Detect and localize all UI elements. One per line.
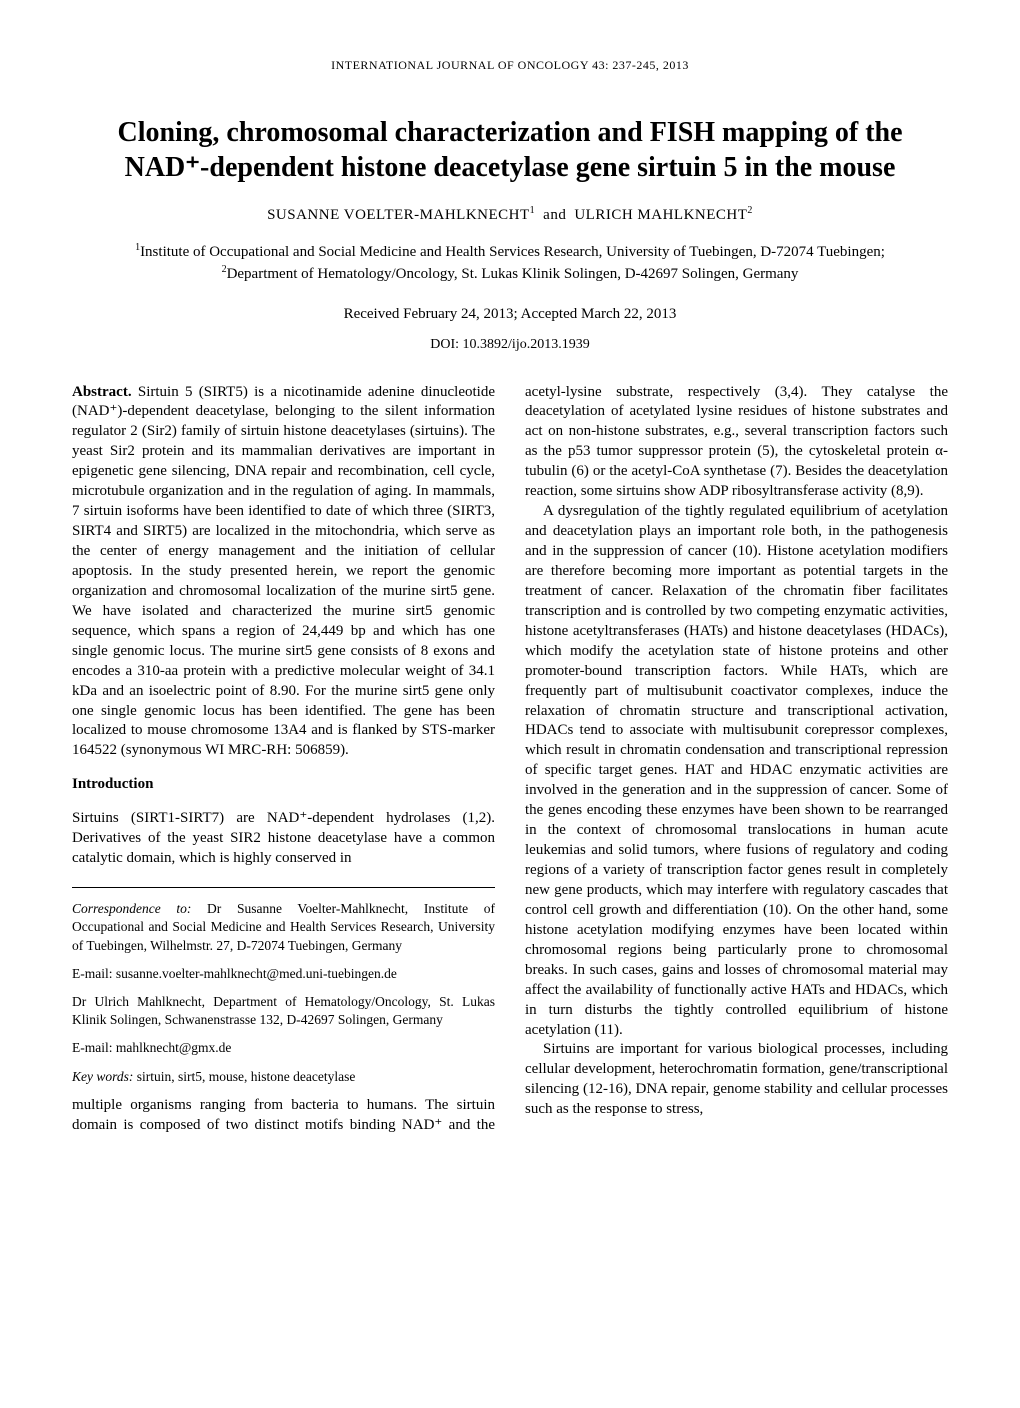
title-line-1: Cloning, chromosomal characterization an… — [117, 117, 902, 148]
article-title: Cloning, chromosomal characterization an… — [72, 115, 948, 185]
correspondence-2-email: E-mail: mahlknecht@gmx.de — [72, 1039, 495, 1057]
introduction-heading: Introduction — [72, 775, 495, 795]
correspondence-1-email: E-mail: susanne.voelter-mahlknecht@med.u… — [72, 965, 495, 983]
intro-paragraph-1: Sirtuins (SIRT1-SIRT7) are NAD⁺-dependen… — [72, 809, 495, 869]
body-paragraph-2: A dysregulation of the tightly regulated… — [525, 502, 948, 1040]
keywords-label: Key words: — [72, 1069, 133, 1084]
doi: DOI: 10.3892/ijo.2013.1939 — [72, 337, 948, 353]
authors: SUSANNE VOELTER-MAHLKNECHT1 and ULRICH M… — [72, 207, 948, 224]
correspondence-block: Correspondence to: Dr Susanne Voelter-Ma… — [72, 887, 495, 1086]
title-line-2: NAD⁺-dependent histone deacetylase gene … — [125, 152, 896, 183]
keywords: Key words: sirtuin, sirt5, mouse, histon… — [72, 1068, 495, 1086]
body-paragraph-3: Sirtuins are important for various biolo… — [525, 1040, 948, 1120]
affiliations: 1Institute of Occupational and Social Me… — [72, 242, 948, 286]
keywords-body: sirtuin, sirt5, mouse, histone deacetyla… — [133, 1069, 355, 1084]
correspondence-2: Dr Ulrich Mahlknecht, Department of Hema… — [72, 993, 495, 1029]
abstract-label: Abstract. — [72, 384, 132, 400]
received-dates: Received February 24, 2013; Accepted Mar… — [72, 306, 948, 323]
correspondence-label: Correspondence to: — [72, 901, 191, 916]
abstract-text: Sirtuin 5 (SIRT5) is a nicotinamide aden… — [72, 384, 495, 759]
page: INTERNATIONAL JOURNAL OF ONCOLOGY 43: 23… — [0, 0, 1020, 1408]
body-columns: Abstract. Sirtuin 5 (SIRT5) is a nicotin… — [72, 383, 948, 1136]
correspondence-1: Correspondence to: Dr Susanne Voelter-Ma… — [72, 900, 495, 955]
abstract-paragraph: Abstract. Sirtuin 5 (SIRT5) is a nicotin… — [72, 383, 495, 762]
running-head: INTERNATIONAL JOURNAL OF ONCOLOGY 43: 23… — [72, 58, 948, 73]
